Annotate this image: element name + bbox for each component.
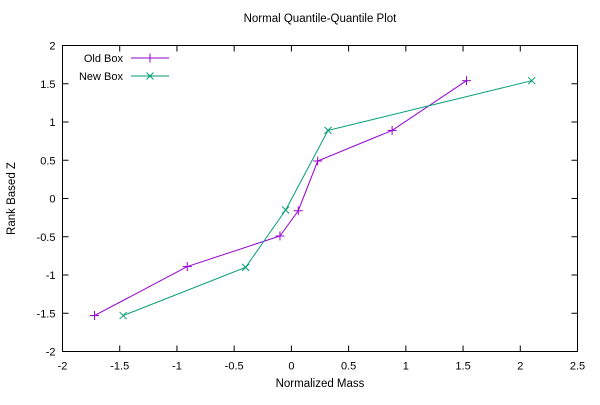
y-tick-label: 0: [49, 194, 55, 206]
y-tick-label: -1: [46, 270, 56, 282]
x-tick-label: 1.5: [455, 361, 470, 373]
legend-sample-marker: [146, 72, 154, 80]
x-tick-label: -2: [58, 361, 68, 373]
x-tick-label: -1.5: [110, 361, 129, 373]
y-tick-label: -1.5: [37, 308, 56, 320]
series-new-box-marker: [119, 311, 128, 320]
y-axis-label: Rank Based Z: [6, 162, 18, 235]
y-tick-label: 0.5: [40, 155, 55, 167]
x-axis-label: Normalized Mass: [276, 378, 365, 390]
series-new-box-marker: [324, 126, 332, 135]
plot-area: -2 -1.5 -1 -0.5 0 0.5 1 1.5 2 2.5 -2 -1.5 -1 -0.5 0 0.5…: [37, 41, 586, 373]
series-new-box-marker: [241, 263, 250, 272]
x-tick-label: 0.5: [341, 361, 356, 373]
y-tick-label: 2: [49, 41, 55, 53]
x-tick-label: 1: [403, 361, 409, 373]
x-tick-label: -1: [172, 361, 182, 373]
x-tick-label: 0: [288, 361, 294, 373]
series-new-box-marker: [527, 76, 536, 85]
plot-border: [62, 45, 578, 352]
legend-label-1: Old Box: [84, 53, 124, 65]
series-new-box-line: [122, 80, 532, 317]
y-tick-label: -2: [46, 347, 56, 359]
series-old-box-line: [94, 80, 467, 316]
x-tick-label: 2.5: [570, 361, 585, 373]
y-tick-label: -0.5: [37, 232, 56, 244]
chart-title: Normal Quantile-Quantile Plot: [244, 13, 398, 25]
x-tick-label: 2: [517, 361, 523, 373]
x-tick-label: -0.5: [225, 361, 244, 373]
legend-label-2: New Box: [79, 71, 124, 83]
y-tick-label: 1: [49, 117, 55, 129]
series-new-box-marker: [281, 206, 290, 214]
y-tick-label: 1.5: [40, 79, 55, 91]
